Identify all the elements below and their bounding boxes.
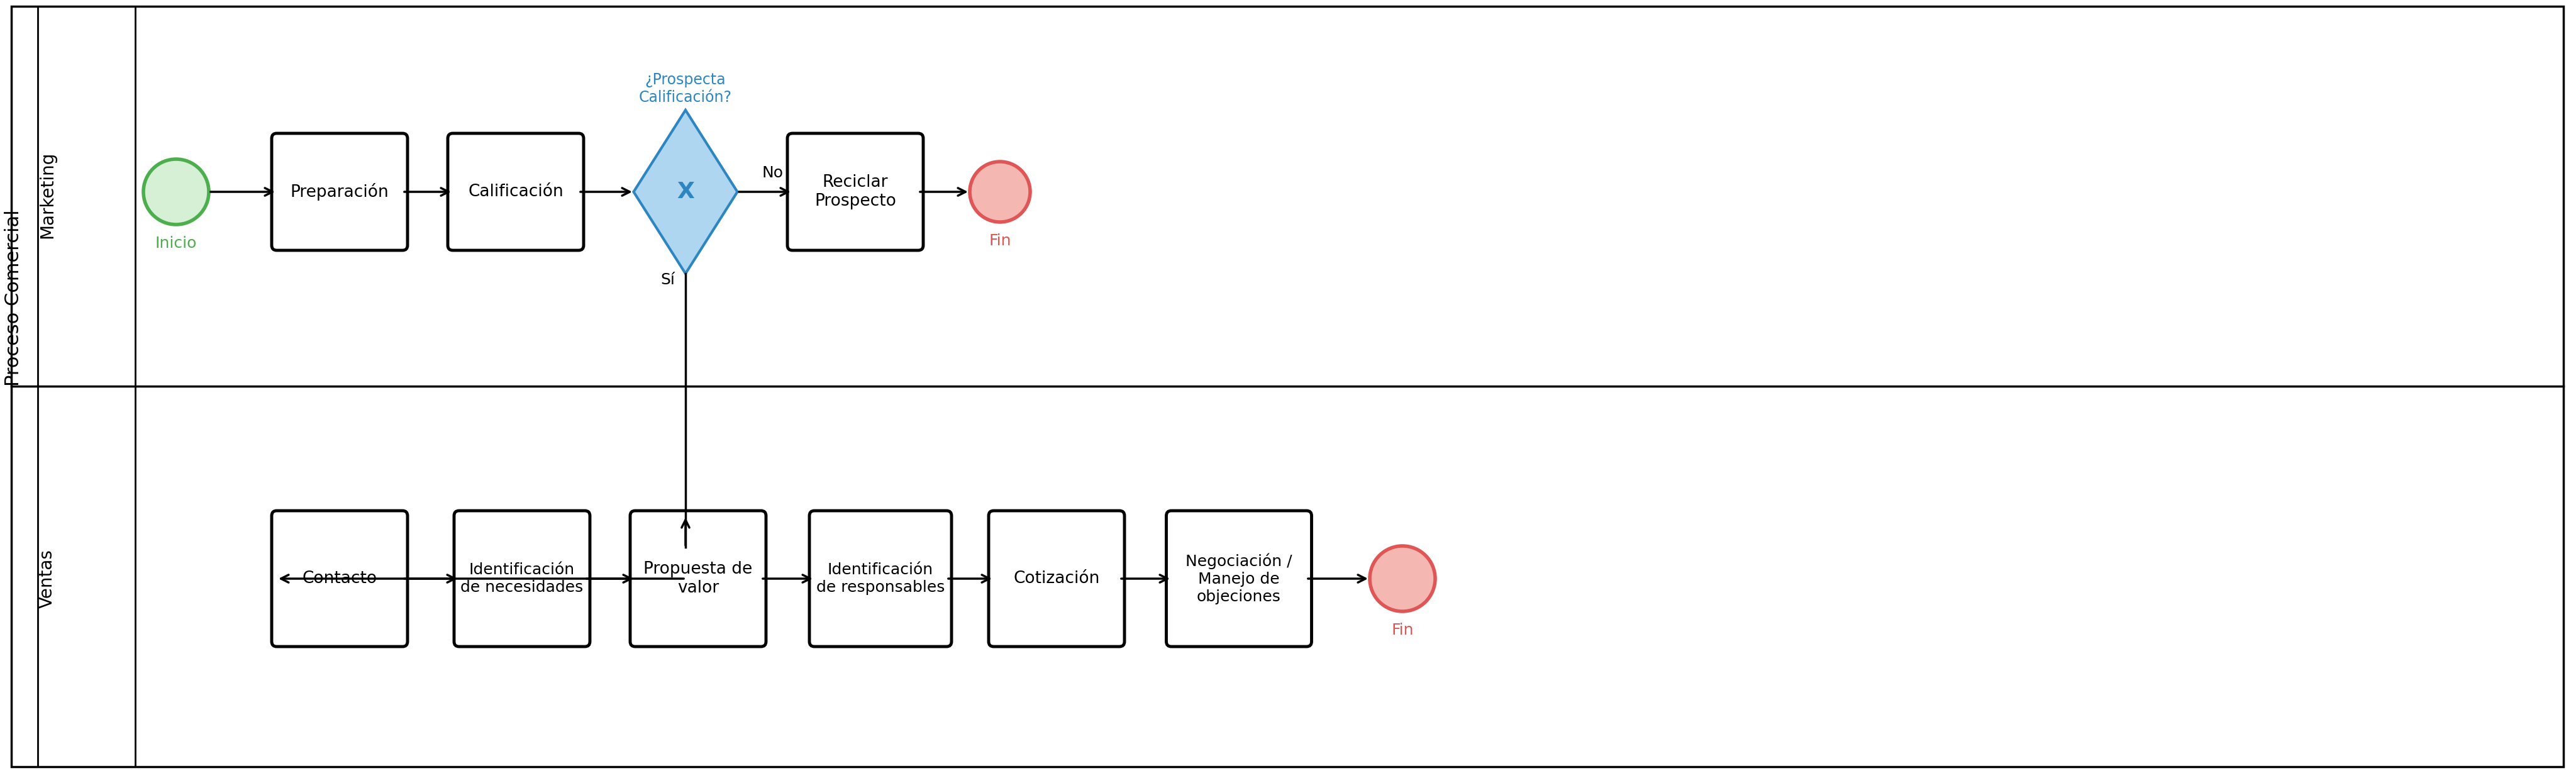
FancyBboxPatch shape [631, 511, 765, 646]
Text: Preparación: Preparación [291, 183, 389, 201]
Text: Marketing: Marketing [39, 152, 57, 239]
FancyBboxPatch shape [270, 511, 407, 646]
Text: X: X [677, 181, 696, 203]
FancyBboxPatch shape [1167, 511, 1311, 646]
Text: Identificación
de responsables: Identificación de responsables [817, 563, 945, 595]
FancyBboxPatch shape [453, 511, 590, 646]
Text: ¿Prospecta
Calificación?: ¿Prospecta Calificación? [639, 73, 732, 105]
FancyBboxPatch shape [10, 6, 2563, 767]
Ellipse shape [1370, 546, 1435, 611]
Polygon shape [634, 110, 737, 274]
Text: Fin: Fin [1391, 623, 1414, 638]
Text: Propuesta de
valor: Propuesta de valor [644, 561, 752, 596]
Text: Ventas: Ventas [39, 549, 57, 608]
FancyBboxPatch shape [270, 133, 407, 250]
Text: Negociación /
Manejo de
objeciones: Negociación / Manejo de objeciones [1185, 553, 1293, 604]
Text: Proceso Comercial: Proceso Comercial [5, 210, 23, 386]
FancyBboxPatch shape [809, 511, 951, 646]
Text: Identificación
de necesidades: Identificación de necesidades [461, 563, 582, 595]
FancyBboxPatch shape [788, 133, 922, 250]
Text: Fin: Fin [989, 233, 1012, 248]
Text: Reciclar
Prospecto: Reciclar Prospecto [814, 174, 896, 209]
Text: Cotización: Cotización [1012, 570, 1100, 587]
FancyBboxPatch shape [989, 511, 1126, 646]
Text: No: No [762, 165, 783, 181]
Text: Inicio: Inicio [155, 236, 196, 251]
Ellipse shape [969, 162, 1030, 222]
Ellipse shape [144, 159, 209, 224]
Text: Calificación: Calificación [469, 184, 564, 200]
FancyBboxPatch shape [448, 133, 585, 250]
Text: Sí: Sí [659, 272, 675, 288]
Text: Contacto: Contacto [301, 570, 376, 587]
